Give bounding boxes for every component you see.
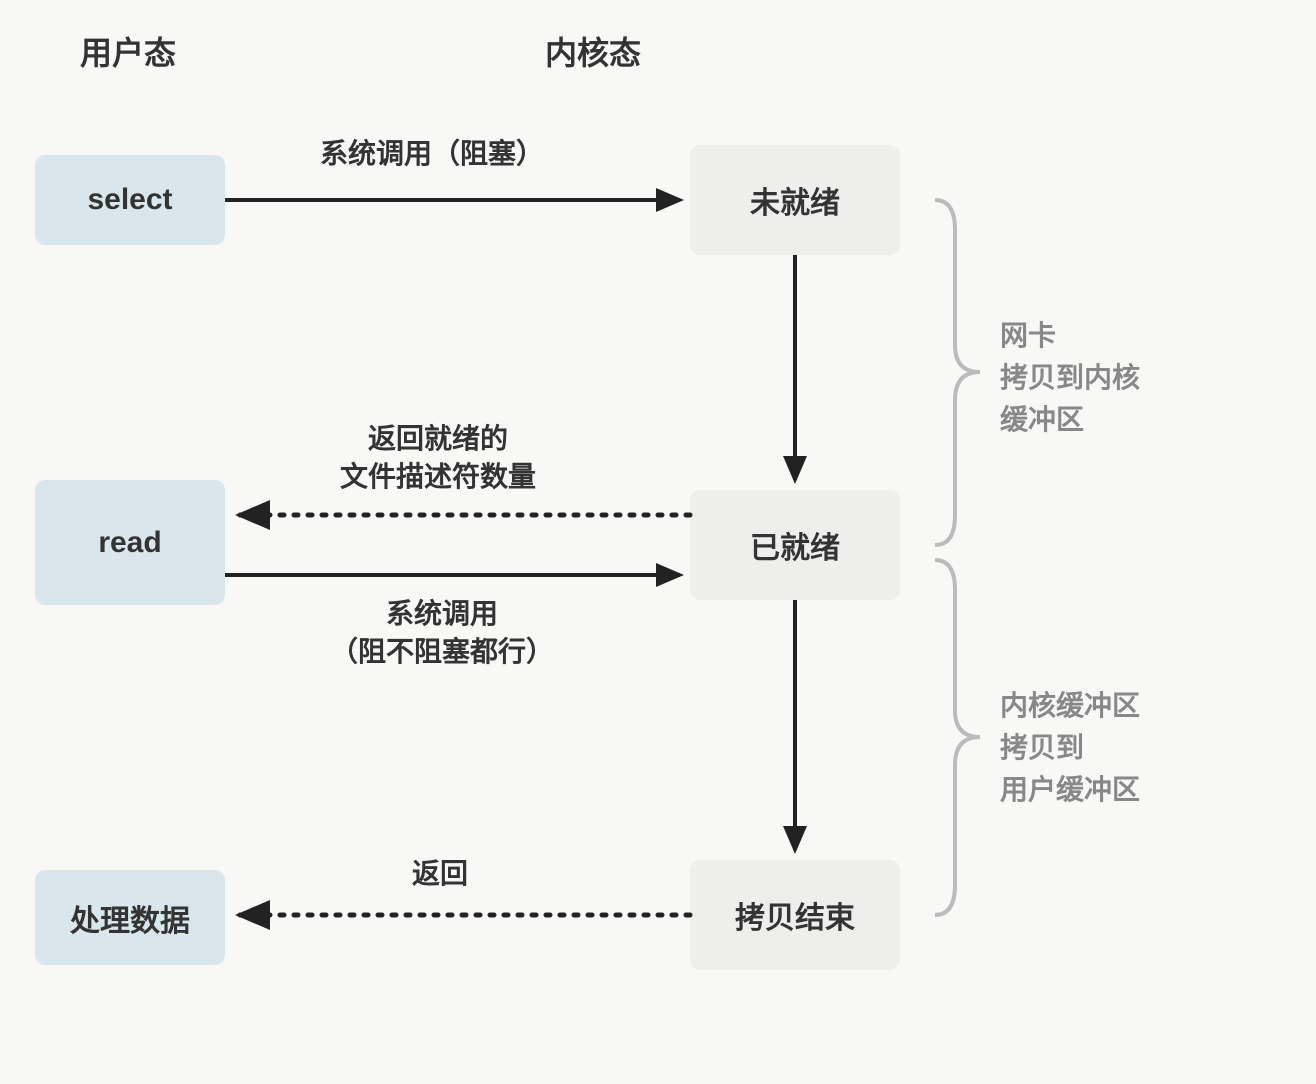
edge-label-return: 返回 [412,855,468,893]
node-ready: 已就绪 [690,490,900,600]
node-copy-done: 拷贝结束 [690,860,900,970]
header-user-mode: 用户态 [80,28,176,74]
node-not-ready: 未就绪 [690,145,900,255]
brace-kernel-to-user [935,560,980,915]
edge-label-syscall-either: 系统调用 （阻不阻塞都行） [330,595,554,671]
node-select: select [35,155,225,245]
node-read: read [35,480,225,605]
edge-label-return-ready-fds: 返回就绪的 文件描述符数量 [340,420,536,496]
brace-label-kernel-to-user: 内核缓冲区 拷贝到 用户缓冲区 [1000,685,1140,811]
edge-label-syscall-blocking: 系统调用（阻塞） [320,135,544,173]
brace-nic-to-kernel [935,200,980,545]
node-process: 处理数据 [35,870,225,965]
brace-label-nic-to-kernel: 网卡 拷贝到内核 缓冲区 [1000,315,1140,441]
header-kernel-mode: 内核态 [545,28,641,74]
